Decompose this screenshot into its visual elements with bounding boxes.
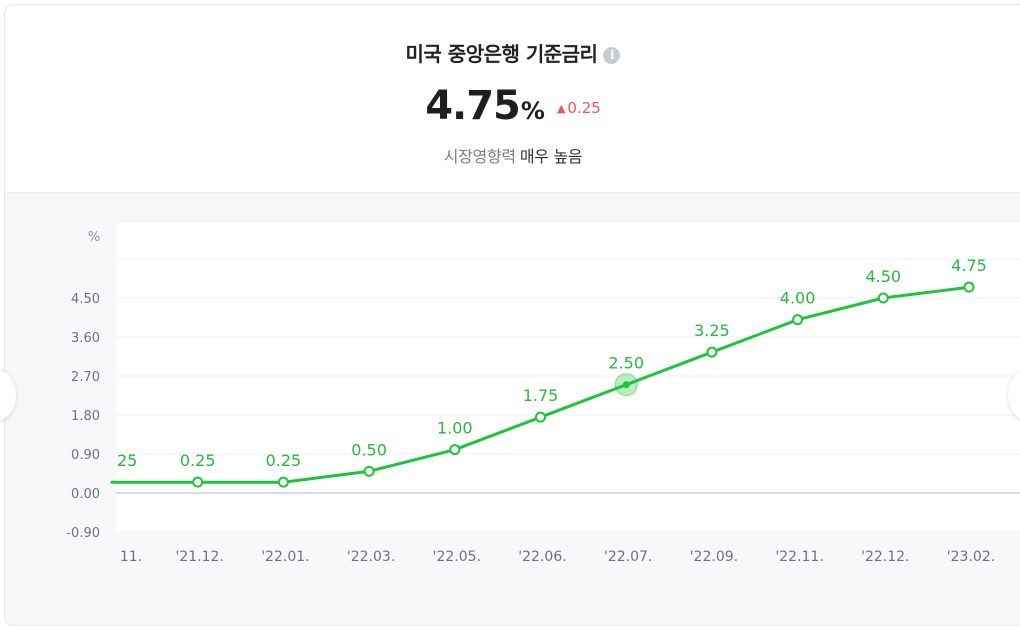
- data-point: [877, 292, 889, 304]
- influence-level: 매우 높음: [519, 147, 583, 166]
- x-tick-label: '22.05.: [433, 549, 481, 565]
- card-header: 미국 중앙은행 기준금리 i 4.75% ▲ 0.25 시장영향력 매우 높음: [5, 5, 1020, 193]
- data-label: 1.00: [437, 419, 473, 438]
- series-line: [110, 285, 971, 484]
- x-tick-label: '21.12.: [176, 549, 224, 565]
- market-influence: 시장영향력 매우 높음: [5, 143, 1020, 167]
- data-point: [449, 444, 461, 456]
- data-point: [792, 314, 804, 326]
- x-tick-label: '22.03.: [347, 549, 395, 565]
- x-tick-label: '22.11.: [775, 549, 823, 565]
- chart-area: % 4.50 3.60 2.70 1.80 0.90 0.00 -0.90 11. '21.12.…: [5, 193, 1020, 625]
- rate-change-value: 0.25: [567, 99, 601, 117]
- rate-value: 4.75: [425, 83, 521, 129]
- x-tick-label: '23.02.: [947, 549, 995, 565]
- data-label: 4.50: [865, 267, 901, 286]
- rate-card: 미국 중앙은행 기준금리 i 4.75% ▲ 0.25 시장영향력 매우 높음 % 4.5…: [4, 4, 1020, 626]
- data-point: [963, 281, 975, 293]
- data-label: 0.25: [266, 451, 302, 470]
- data-label: 25: [117, 451, 137, 470]
- y-tick-label: -0.90: [66, 526, 100, 541]
- x-tick-label: '22.12.: [861, 549, 909, 565]
- rate-change: ▲ 0.25: [557, 99, 601, 117]
- y-tick-label: 0.00: [71, 487, 100, 502]
- y-tick-label: 4.50: [71, 292, 100, 307]
- info-icon[interactable]: i: [603, 47, 621, 64]
- page-title: 미국 중앙은행 기준금리 i: [5, 38, 1020, 67]
- data-label: 1.75: [523, 386, 559, 405]
- data-point: [277, 476, 289, 488]
- chevron-right-icon[interactable]: [1008, 370, 1020, 420]
- data-label: 2.50: [608, 354, 644, 373]
- x-tick-label: 11.: [120, 549, 142, 565]
- data-label: 4.75: [951, 256, 987, 275]
- data-label: 0.50: [351, 440, 387, 459]
- data-point: [363, 465, 375, 477]
- x-tick-label: '22.01.: [261, 549, 309, 565]
- current-rate: 4.75% ▲ 0.25: [5, 83, 1020, 129]
- title-text: 미국 중앙은행 기준금리: [405, 42, 598, 66]
- rate-unit: %: [520, 97, 545, 125]
- data-label: 3.25: [694, 321, 730, 340]
- data-label: 4.00: [780, 289, 816, 308]
- y-axis-unit-label: %: [88, 230, 100, 245]
- x-tick-label: '22.07.: [604, 549, 652, 565]
- y-tick-label: 3.60: [71, 331, 100, 346]
- influence-label: 시장영향력: [443, 147, 516, 166]
- y-tick-label: 0.90: [71, 448, 100, 463]
- data-point: [535, 411, 546, 423]
- data-point: [192, 476, 204, 488]
- data-point: [706, 346, 718, 358]
- x-tick-label: '22.09.: [690, 549, 738, 565]
- data-label: 0.25: [180, 451, 216, 470]
- rate-line-chart: % 4.50 3.60 2.70 1.80 0.90 0.00 -0.90 11. '21.12.…: [66, 223, 1020, 565]
- y-tick-label: 2.70: [71, 370, 100, 385]
- triangle-up-icon: ▲: [556, 102, 566, 115]
- y-tick-label: 1.80: [71, 409, 100, 424]
- chevron-left-icon[interactable]: [0, 370, 16, 420]
- x-tick-label: '22.06.: [518, 549, 566, 565]
- data-point-highlighted: [622, 381, 630, 389]
